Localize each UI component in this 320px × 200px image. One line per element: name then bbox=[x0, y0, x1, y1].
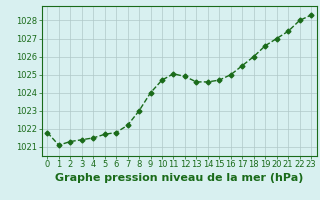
X-axis label: Graphe pression niveau de la mer (hPa): Graphe pression niveau de la mer (hPa) bbox=[55, 173, 303, 183]
